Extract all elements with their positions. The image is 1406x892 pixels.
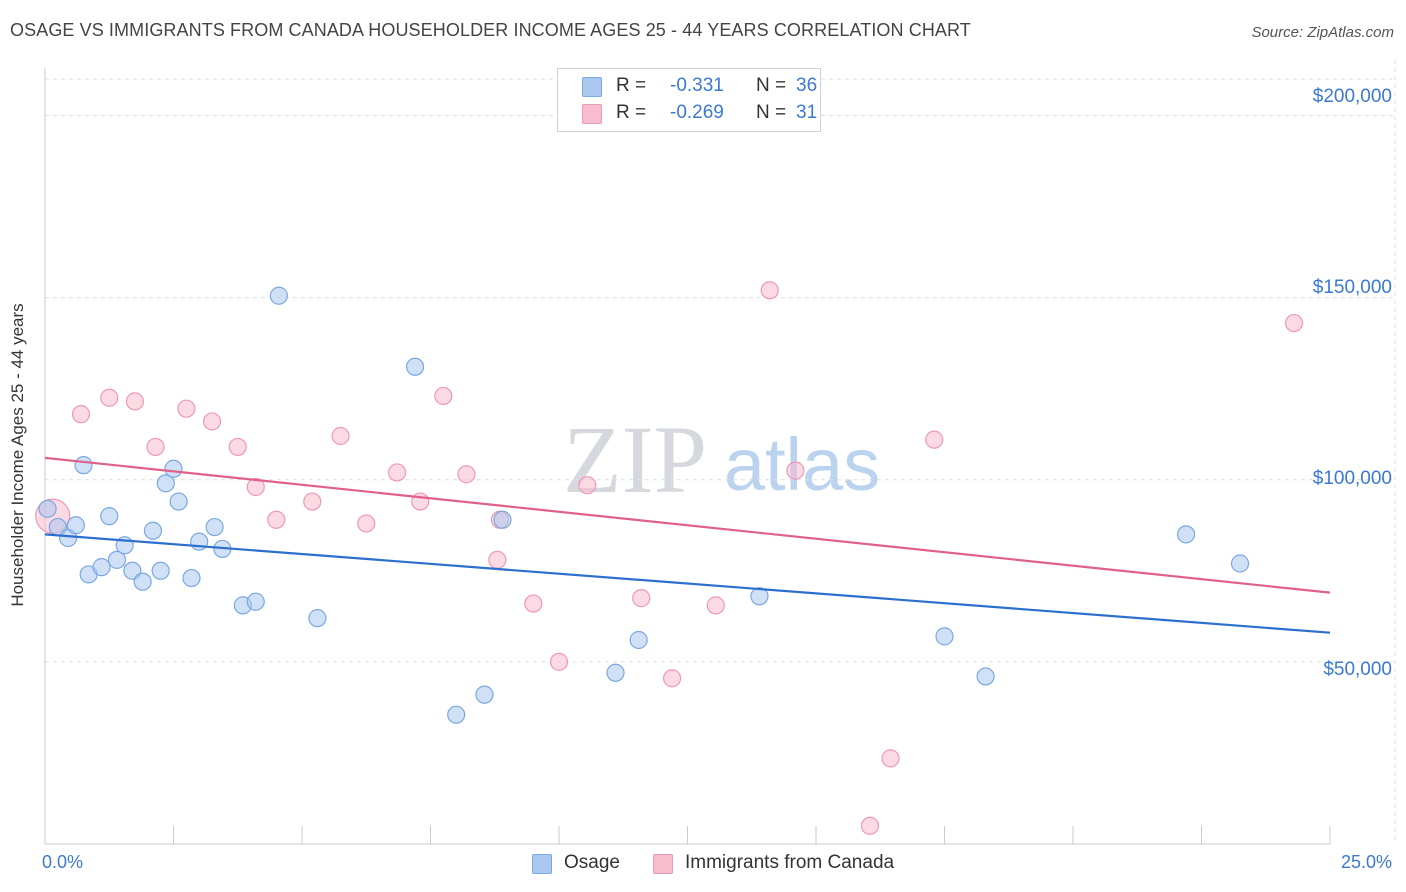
canada-point-25 [760,281,779,300]
canada-point-28 [881,749,900,768]
osage-point-14 [156,474,175,493]
canada-point-9 [267,510,286,529]
osage-point-7 [100,507,119,526]
osage-point-6 [92,558,111,577]
osage-point-0 [38,499,57,518]
osage-point-16 [169,492,188,511]
chart-title: OSAGE VS IMMIGRANTS FROM CANADA HOUSEHOL… [10,20,971,40]
osage-point-30 [629,630,648,650]
canada-r-label: R = [616,102,647,123]
osage-point-34 [1176,525,1196,544]
canada-point-10 [303,492,322,511]
osage-point-22 [246,592,265,611]
osage-point-25 [405,357,425,376]
canada-point-24 [706,596,725,615]
osage-point-31 [750,587,769,606]
canada-trend-line [44,456,1331,594]
canada-r-value: -0.269 [670,102,724,123]
canada-points [35,281,1304,835]
canada-n-value: 31 [796,102,818,123]
osage-point-3 [66,516,85,535]
canada-point-27 [860,816,880,835]
canada-point-2 [100,388,119,407]
canada-point-30 [1284,313,1304,333]
canada-n-label: N = [756,102,787,123]
osage-point-12 [143,521,163,540]
canada-point-1 [71,405,91,424]
osage-trend-line [44,533,1331,634]
canada-point-22 [632,589,651,608]
canada-point-6 [202,412,222,431]
canada-point-13 [387,463,407,482]
canada-point-4 [146,437,165,457]
osage-point-23 [269,286,288,305]
osage-r-value: -0.331 [670,75,724,96]
osage-point-28 [493,510,512,529]
canada-swatch [582,104,602,124]
x-tick-max: 25.0% [1340,852,1392,872]
watermark-zip: ZIP [563,406,707,513]
osage-point-29 [606,663,625,682]
bottom-canada-label: Immigrants from Canada [685,852,895,873]
canada-point-7 [228,437,247,457]
canada-point-20 [549,652,569,671]
osage-swatch [582,77,602,97]
osage-points [38,286,1250,724]
correlation-legend: R = -0.331 N = 36 R = -0.269 N = 31 [557,68,821,132]
osage-point-8 [107,550,127,569]
y-tick-100000: $100,000 [1312,468,1392,489]
canada-point-29 [925,430,944,449]
osage-n-value: 36 [796,75,818,96]
osage-point-24 [308,609,327,628]
canada-point-26 [786,461,805,480]
canada-point-15 [434,386,453,406]
x-tick-min: 0.0% [42,852,84,872]
canada-point-16 [457,465,476,484]
canada-point-17 [488,550,507,569]
bottom-osage-label: Osage [564,852,620,873]
y-tick-150000: $150,000 [1312,277,1392,298]
osage-point-32 [935,627,954,646]
osage-point-19 [205,517,224,537]
axes [44,68,1331,845]
osage-n-label: N = [756,75,787,96]
canada-point-11 [331,426,350,446]
osage-point-27 [475,685,494,704]
osage-point-13 [151,561,170,580]
bottom-canada-swatch [653,854,673,874]
canada-point-21 [578,476,597,495]
osage-point-15 [164,459,183,478]
osage-point-33 [976,667,995,686]
osage-point-26 [447,705,466,724]
canada-point-23 [662,669,682,688]
canada-point-3 [125,392,145,411]
canada-point-8 [246,477,265,497]
osage-r-label: R = [616,75,647,96]
canada-point-5 [177,399,196,418]
source-label: Source: ZipAtlas.com [1251,24,1394,41]
osage-point-11 [133,572,152,591]
y-tick-50000: $50,000 [1323,659,1392,680]
osage-point-17 [182,568,201,588]
osage-point-4 [74,456,93,475]
grid-lines [45,60,1396,844]
trend-lines [44,456,1331,634]
y-tick-200000: $200,000 [1312,86,1392,107]
canada-point-12 [357,514,376,533]
bottom-osage-swatch [532,854,552,874]
canada-point-19 [524,594,543,613]
osage-point-35 [1230,554,1250,573]
